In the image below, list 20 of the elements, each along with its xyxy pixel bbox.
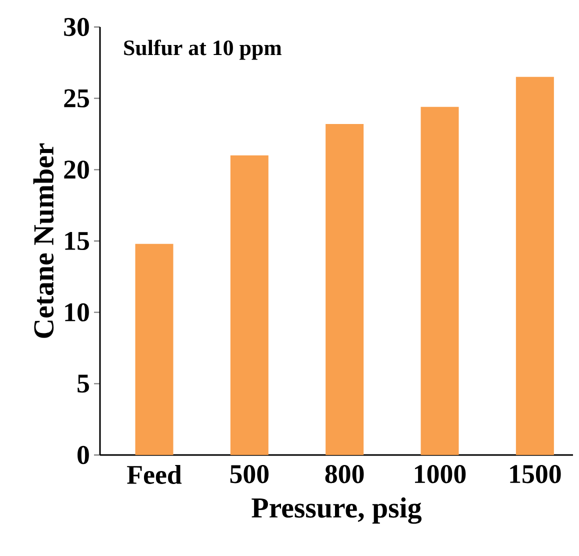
bar xyxy=(516,76,554,455)
y-tick-label: 10 xyxy=(65,303,89,322)
annotation: Sulfur at 10 ppm xyxy=(124,40,282,60)
x-tick-label: 1000 xyxy=(415,465,466,484)
bar xyxy=(230,155,268,455)
y-axis-title: Cetane Number xyxy=(33,143,54,338)
y-tick-label: 25 xyxy=(64,89,89,108)
bar xyxy=(135,244,174,455)
y-tick-label: 20 xyxy=(64,160,89,179)
x-tick-label: 800 xyxy=(325,465,364,484)
x-tick-label: 500 xyxy=(230,465,269,484)
x-tick-label: Feed xyxy=(127,465,182,484)
bar xyxy=(326,124,364,455)
y-tick-label: 30 xyxy=(64,18,89,36)
y-tick-label: 5 xyxy=(78,374,89,393)
bar xyxy=(420,106,459,455)
x-axis-title: Pressure, psig xyxy=(252,497,422,524)
x-tick-label: 1500 xyxy=(510,465,561,484)
y-tick-label: 15 xyxy=(65,232,89,250)
y-tick-label: 0 xyxy=(78,446,89,464)
